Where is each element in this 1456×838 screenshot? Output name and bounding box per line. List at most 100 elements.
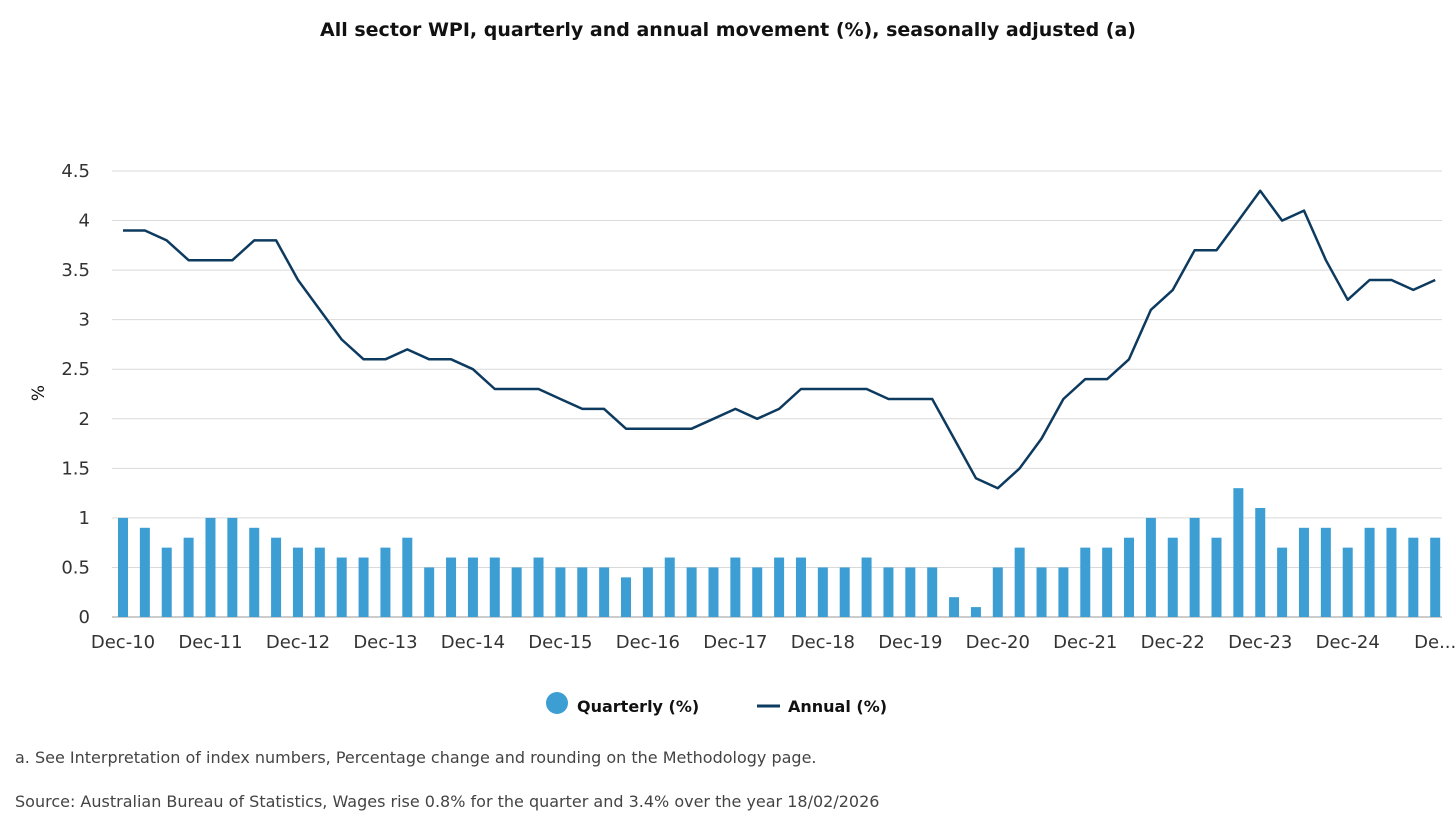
- quarterly-bar: [533, 557, 544, 617]
- legend-quarterly-marker: [546, 692, 568, 714]
- quarterly-bar: [489, 557, 500, 617]
- quarterly-bar: [817, 567, 828, 617]
- x-tick-label: De...: [1414, 632, 1456, 653]
- x-tick-label: Dec-12: [266, 632, 330, 653]
- quarterly-bar: [424, 567, 435, 617]
- quarterly-bar: [1408, 537, 1419, 617]
- quarterly-bar: [1211, 537, 1222, 617]
- y-tick-label: 0: [79, 607, 90, 628]
- quarterly-bar: [118, 517, 128, 617]
- quarterly-bar: [402, 537, 413, 617]
- quarterly-bar: [839, 567, 850, 617]
- quarterly-bar: [883, 567, 894, 617]
- x-tick-label: Dec-15: [528, 632, 592, 653]
- x-tick-label: Dec-17: [703, 632, 767, 653]
- quarterly-bar: [949, 597, 960, 617]
- x-tick-label: Dec-24: [1316, 632, 1380, 653]
- x-tick-label: Dec-14: [441, 632, 505, 653]
- chart-title: All sector WPI, quarterly and annual mov…: [320, 19, 1136, 41]
- quarterly-bar: [183, 537, 194, 617]
- quarterly-bar: [1145, 517, 1156, 617]
- x-tick-label: Dec-19: [878, 632, 942, 653]
- quarterly-bar: [621, 577, 632, 617]
- quarterly-bar: [905, 567, 916, 617]
- quarterly-bar: [205, 517, 216, 617]
- gridlines: [112, 170, 1442, 618]
- quarterly-bar: [686, 567, 697, 617]
- quarterly-bar: [292, 547, 303, 617]
- quarterly-bar: [467, 557, 478, 617]
- legend-annual-label: Annual (%): [788, 697, 887, 716]
- quarterly-bar: [992, 567, 1003, 617]
- legend: Quarterly (%) Annual (%): [546, 692, 887, 716]
- quarterly-bar: [1102, 547, 1113, 617]
- quarterly-bar: [249, 527, 260, 617]
- y-tick-label: 0.5: [61, 557, 90, 578]
- quarterly-bar: [1058, 567, 1069, 617]
- quarterly-bar: [1255, 507, 1266, 617]
- quarterly-bar: [795, 557, 806, 617]
- x-tick-label: Dec-11: [178, 632, 242, 653]
- quarterly-bar: [1124, 537, 1135, 617]
- y-tick-label: 1: [79, 508, 90, 529]
- x-tick-label: Dec-23: [1228, 632, 1292, 653]
- x-tick-label: Dec-13: [353, 632, 417, 653]
- x-tick-label: Dec-22: [1141, 632, 1205, 653]
- quarterly-bar: [380, 547, 391, 617]
- quarterly-bar: [927, 567, 938, 617]
- quarterly-bar: [577, 567, 588, 617]
- quarterly-bar: [1386, 527, 1397, 617]
- quarterly-bar: [774, 557, 785, 617]
- quarterly-bar: [1233, 488, 1244, 617]
- footnote-a: a. See Interpretation of index numbers, …: [15, 748, 817, 767]
- y-tick-label: 2.5: [61, 359, 90, 380]
- x-tick-label: Dec-20: [966, 632, 1030, 653]
- quarterly-bar: [1364, 527, 1375, 617]
- quarterly-bar: [139, 527, 150, 617]
- annual-line: [123, 189, 1436, 490]
- quarterly-bar: [1036, 567, 1047, 617]
- quarterly-bar: [1080, 547, 1091, 617]
- y-tick-label: 2: [79, 409, 90, 430]
- quarterly-bar: [1167, 537, 1178, 617]
- quarterly-bar: [358, 557, 369, 617]
- quarterly-bar: [314, 547, 325, 617]
- quarterly-bar: [642, 567, 653, 617]
- y-tick-label: 3.5: [61, 260, 90, 281]
- wpi-chart: All sector WPI, quarterly and annual mov…: [29, 19, 1456, 716]
- x-tick-label: Dec-10: [91, 632, 155, 653]
- quarterly-bars: [118, 488, 1441, 617]
- quarterly-bar: [227, 517, 238, 617]
- y-tick-label: 4.5: [61, 161, 90, 182]
- quarterly-bar: [730, 557, 741, 617]
- quarterly-bar: [555, 567, 566, 617]
- x-tick-label: Dec-21: [1053, 632, 1117, 653]
- quarterly-bar: [599, 567, 610, 617]
- y-axis-ticks: 0 0.5 1 1.5 2 2.5 3 3.5 4 4.5: [61, 161, 90, 628]
- y-axis-label: %: [29, 385, 49, 401]
- legend-quarterly-label: Quarterly (%): [577, 697, 699, 716]
- x-tick-label: Dec-18: [791, 632, 855, 653]
- quarterly-bar: [1298, 527, 1309, 617]
- quarterly-bar: [1189, 517, 1200, 617]
- source-note: Source: Australian Bureau of Statistics,…: [15, 792, 880, 811]
- quarterly-bar: [511, 567, 522, 617]
- quarterly-bar: [1430, 537, 1441, 617]
- y-tick-label: 4: [79, 211, 90, 232]
- x-axis-ticks: Dec-10 Dec-11 Dec-12 Dec-13 Dec-14 Dec-15 Dec-…: [91, 632, 1456, 653]
- quarterly-bar: [336, 557, 347, 617]
- quarterly-bar: [664, 557, 675, 617]
- quarterly-bar: [970, 607, 981, 617]
- quarterly-bar: [1277, 547, 1288, 617]
- y-tick-label: 3: [79, 310, 90, 331]
- quarterly-bar: [271, 537, 282, 617]
- quarterly-bar: [446, 557, 457, 617]
- quarterly-bar: [161, 547, 172, 617]
- y-tick-label: 1.5: [61, 458, 90, 479]
- quarterly-bar: [1014, 547, 1025, 617]
- x-tick-label: Dec-16: [616, 632, 680, 653]
- quarterly-bar: [752, 567, 763, 617]
- quarterly-bar: [861, 557, 872, 617]
- quarterly-bar: [1320, 527, 1331, 617]
- quarterly-bar: [708, 567, 719, 617]
